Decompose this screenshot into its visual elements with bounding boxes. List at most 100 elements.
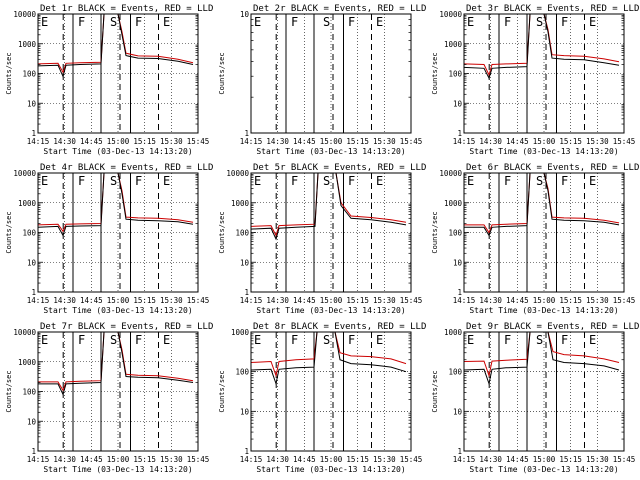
y-tick-label: 1000 xyxy=(18,40,37,49)
segment-label: F xyxy=(504,15,511,29)
x-tick-label: 14:15 xyxy=(27,296,50,305)
y-axis-label: Counts/sec xyxy=(431,370,439,412)
y-tick-label: 10000 xyxy=(226,169,249,178)
x-tick-label: 14:15 xyxy=(240,137,263,146)
y-axis-label: Counts/sec xyxy=(5,52,13,94)
y-tick-label: 1 xyxy=(31,129,36,138)
detector-panel: E F S F E 1 10 100 1000 10000 14:15 14:30 14:45 15:00… xyxy=(5,4,213,156)
panel-title: Det 5r BLACK = Events, RED = LLD xyxy=(253,163,426,173)
segment-label: S xyxy=(110,15,117,29)
segment-label: F xyxy=(561,333,568,347)
segment-label: E xyxy=(163,15,170,29)
panel-title: Det 6r BLACK = Events, RED = LLD xyxy=(466,163,639,173)
x-tick-label: 14:30 xyxy=(479,137,502,146)
x-tick-label: 15:15 xyxy=(346,296,369,305)
segment-label: F xyxy=(504,174,511,188)
x-tick-label: 14:45 xyxy=(506,296,529,305)
panel-title: Det 4r BLACK = Events, RED = LLD xyxy=(40,163,213,173)
y-tick-label: 10000 xyxy=(13,169,36,178)
x-tick-label: 15:45 xyxy=(187,455,210,464)
x-tick-label: 14:30 xyxy=(479,455,502,464)
y-tick-label: 10 xyxy=(240,407,250,416)
x-tick-label: 14:15 xyxy=(453,137,476,146)
detector-panel: E F S F E 1 10 100 1000 14:15 14:30 14:45 15:00 15:15… xyxy=(431,322,639,474)
x-tick-label: 15:30 xyxy=(586,137,609,146)
lld-series-line xyxy=(38,14,194,74)
x-tick-label: 15:00 xyxy=(107,455,130,464)
detector-panel: E F S F E 1 10 100 1000 14:15 14:30 14:45 15:00 15:15… xyxy=(218,322,426,474)
segment-label: E xyxy=(163,174,170,188)
x-tick-label: 15:00 xyxy=(107,296,130,305)
x-tick-label: 15:00 xyxy=(320,455,343,464)
y-axis-label: Counts/sec xyxy=(5,370,13,412)
lld-series-line xyxy=(251,332,407,378)
plot-frame xyxy=(250,331,412,452)
segment-label: E xyxy=(376,333,383,347)
segment-label: E xyxy=(376,15,383,29)
y-tick-label: 1 xyxy=(457,447,462,456)
x-tick-label: 14:30 xyxy=(479,296,502,305)
x-axis-label: Start Time (03-Dec-13 14:13:20) xyxy=(469,465,618,474)
y-tick-label: 1000 xyxy=(444,199,463,208)
y-tick-label: 100 xyxy=(448,70,462,79)
detector-panel: E F S F E 1 10 14:15 14:30 14:45 15:00 15:15 15:30 15… xyxy=(218,4,426,156)
events-series-line xyxy=(251,332,407,386)
x-tick-label: 14:45 xyxy=(80,296,103,305)
events-series-line xyxy=(38,173,194,237)
segment-label: E xyxy=(163,333,170,347)
y-tick-label: 10 xyxy=(27,99,37,108)
y-tick-label: 1000 xyxy=(444,328,463,337)
y-tick-label: 10 xyxy=(240,258,250,267)
lld-series-line xyxy=(38,332,194,392)
x-axis-label: Start Time (03-Dec-13 14:13:20) xyxy=(256,465,405,474)
segment-label: S xyxy=(536,333,543,347)
y-tick-label: 1 xyxy=(31,447,36,456)
y-tick-label: 1000 xyxy=(231,199,250,208)
x-axis-label: Start Time (03-Dec-13 14:13:20) xyxy=(469,306,618,315)
x-tick-label: 14:15 xyxy=(240,455,263,464)
plot-frame xyxy=(250,13,412,134)
y-tick-label: 1000 xyxy=(444,40,463,49)
panel-title: Det 2r BLACK = Events, RED = LLD xyxy=(253,4,426,14)
x-tick-label: 15:45 xyxy=(400,296,423,305)
x-axis-label: Start Time (03-Dec-13 14:13:20) xyxy=(469,147,618,156)
segment-label: F xyxy=(561,174,568,188)
detector-panel: E F S F E 1 10 100 1000 10000 14:15 14:30 14:45 15:00… xyxy=(5,163,213,315)
y-axis-label: Counts/sec xyxy=(218,52,226,94)
x-tick-label: 15:00 xyxy=(533,296,556,305)
y-tick-label: 1 xyxy=(31,288,36,297)
detector-panel: E F S F E 1 10 100 1000 10000 14:15 14:30 14:45 15:00… xyxy=(218,163,426,315)
y-tick-label: 100 xyxy=(448,368,462,377)
x-tick-label: 15:15 xyxy=(559,137,582,146)
x-tick-label: 14:15 xyxy=(453,455,476,464)
lld-series-line xyxy=(464,332,620,378)
segment-label: E xyxy=(41,333,48,347)
y-tick-label: 10 xyxy=(240,10,250,19)
x-tick-label: 15:00 xyxy=(107,137,130,146)
x-tick-label: 15:15 xyxy=(133,137,156,146)
y-tick-label: 1 xyxy=(457,129,462,138)
lld-series-line xyxy=(38,173,194,233)
y-axis-label: Counts/sec xyxy=(218,211,226,253)
events-series-line xyxy=(38,332,194,396)
segment-label: F xyxy=(291,333,298,347)
y-tick-label: 10 xyxy=(453,99,463,108)
x-tick-label: 14:30 xyxy=(53,296,76,305)
segment-label: F xyxy=(78,15,85,29)
x-tick-label: 14:30 xyxy=(53,137,76,146)
x-tick-label: 15:45 xyxy=(613,137,636,146)
segment-label: F xyxy=(348,15,355,29)
y-tick-label: 1 xyxy=(244,288,249,297)
segment-label: S xyxy=(323,174,330,188)
segment-label: E xyxy=(254,174,261,188)
y-tick-label: 1 xyxy=(457,288,462,297)
segment-label: E xyxy=(41,174,48,188)
x-axis-label: Start Time (03-Dec-13 14:13:20) xyxy=(256,306,405,315)
segment-label: S xyxy=(110,174,117,188)
x-tick-label: 14:30 xyxy=(266,296,289,305)
segment-label: E xyxy=(467,333,474,347)
y-tick-label: 1000 xyxy=(18,358,37,367)
x-tick-label: 15:15 xyxy=(346,137,369,146)
segment-label: F xyxy=(348,333,355,347)
y-tick-label: 1 xyxy=(244,447,249,456)
